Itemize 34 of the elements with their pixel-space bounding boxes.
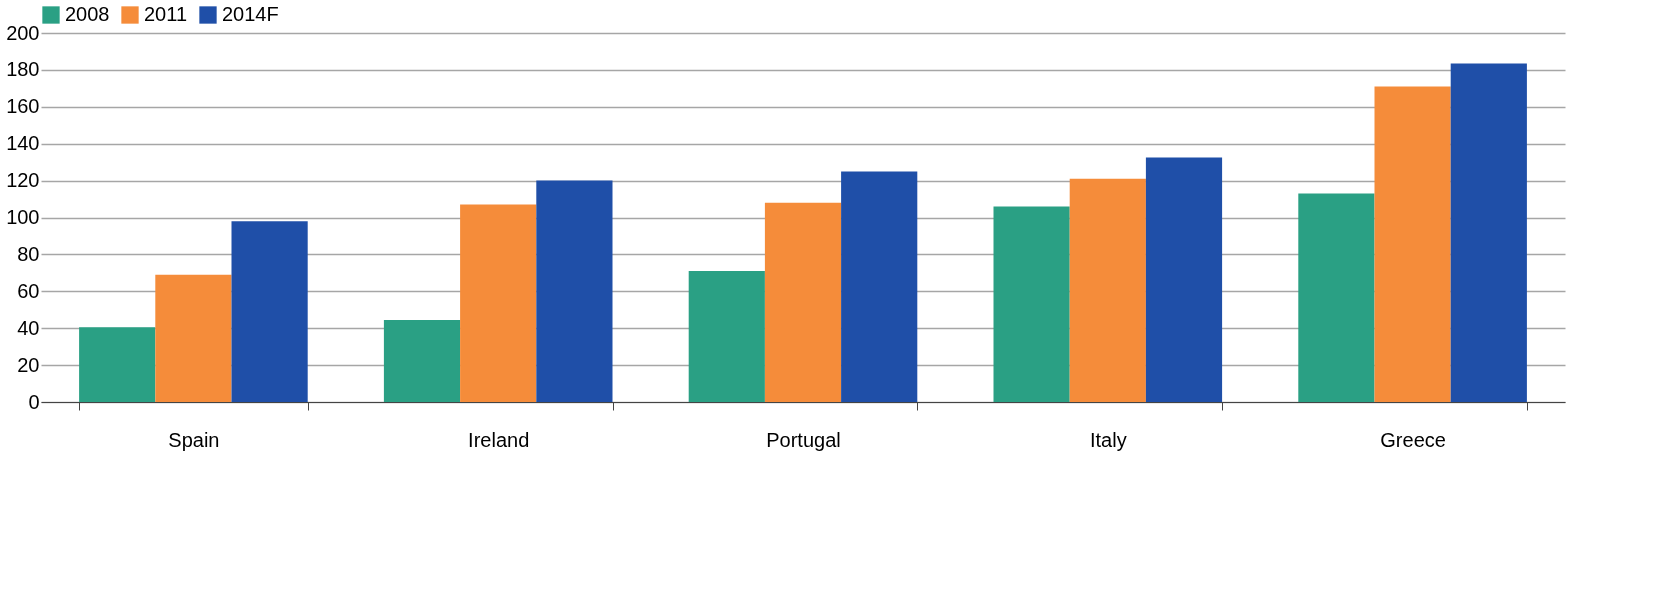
y-tick-label: 60 bbox=[17, 279, 40, 302]
y-tick-label: 120 bbox=[6, 169, 40, 192]
y-tick-label: 20 bbox=[17, 353, 40, 376]
bar bbox=[1069, 178, 1146, 402]
y-tick-label: 160 bbox=[6, 95, 40, 118]
y-tick-label: 140 bbox=[6, 132, 40, 155]
y-tick-label: 200 bbox=[6, 21, 40, 44]
bar bbox=[155, 274, 232, 402]
bar bbox=[231, 221, 308, 402]
legend-label: 2011 bbox=[144, 3, 188, 25]
x-tick-label: Greece bbox=[1380, 428, 1446, 451]
y-tick-label: 180 bbox=[6, 58, 40, 81]
bar bbox=[688, 271, 765, 402]
x-tick-label: Ireland bbox=[468, 428, 530, 451]
bar bbox=[1145, 157, 1223, 402]
y-tick-label: 40 bbox=[17, 316, 40, 339]
y-tick-label: 100 bbox=[6, 206, 40, 228]
bar bbox=[460, 204, 537, 402]
bar bbox=[79, 327, 156, 402]
bar bbox=[1298, 193, 1375, 402]
bar bbox=[841, 171, 918, 402]
x-tick-label: Italy bbox=[1089, 428, 1127, 451]
bar bbox=[383, 319, 461, 402]
bar bbox=[1374, 86, 1451, 402]
legend-label: 2008 bbox=[65, 3, 110, 25]
bar bbox=[1450, 63, 1527, 402]
x-tick-label: Portugal bbox=[766, 428, 841, 451]
legend-label: 2014F bbox=[222, 3, 279, 25]
y-tick-label: 80 bbox=[17, 242, 40, 265]
bar bbox=[764, 202, 842, 402]
x-tick-label: Spain bbox=[168, 428, 220, 451]
bar bbox=[993, 206, 1070, 402]
bar bbox=[536, 180, 613, 402]
y-tick-label: 0 bbox=[28, 390, 40, 413]
